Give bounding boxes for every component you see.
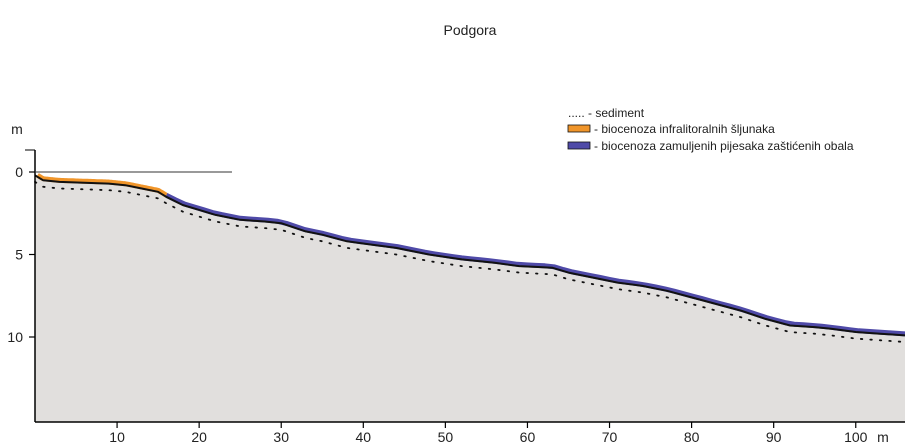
legend-item-sand: - biocenoza zamuljenih pijesaka zaštićen… — [594, 139, 854, 153]
x-tick-label: 100 — [844, 429, 868, 445]
x-axis-unit-label: m — [877, 429, 889, 445]
x-tick-label: 10 — [109, 429, 125, 445]
seabed-area — [35, 175, 905, 422]
legend: ..... - sediment - biocenoza infralitoral… — [567, 106, 854, 153]
biocenosis-band-gravel — [36, 173, 168, 198]
x-tick-label: 30 — [273, 429, 289, 445]
y-axis-unit-label: m — [11, 121, 23, 137]
x-tick-label: 70 — [602, 429, 618, 445]
legend-swatch-sand — [567, 141, 591, 150]
y-tick-label: 0 — [15, 164, 23, 180]
x-tick-label: 90 — [766, 429, 782, 445]
axis-layer: 0 5 10 10 20 30 40 50 60 70 80 90 100 m m — [7, 121, 905, 445]
sediment-line — [34, 181, 905, 343]
legend-item-sediment: ..... - sediment — [568, 106, 645, 120]
y-tick-label: 10 — [7, 329, 23, 345]
legend-swatch-gravel — [567, 124, 591, 133]
profile-line — [34, 174, 905, 337]
seabed-area-layer — [35, 175, 905, 422]
x-tick-label: 80 — [684, 429, 700, 445]
profile-line-layer — [34, 173, 905, 343]
legend-item-gravel: - biocenoza infralitoralnih šljunaka — [594, 122, 775, 136]
x-tick-label: 50 — [438, 429, 454, 445]
x-tick-label: 40 — [356, 429, 372, 445]
chart-title: Podgora — [444, 22, 497, 38]
x-tick-label: 20 — [191, 429, 207, 445]
y-tick-label: 5 — [15, 247, 23, 263]
biocenosis-band-sand — [165, 193, 905, 337]
x-tick-label: 60 — [520, 429, 536, 445]
